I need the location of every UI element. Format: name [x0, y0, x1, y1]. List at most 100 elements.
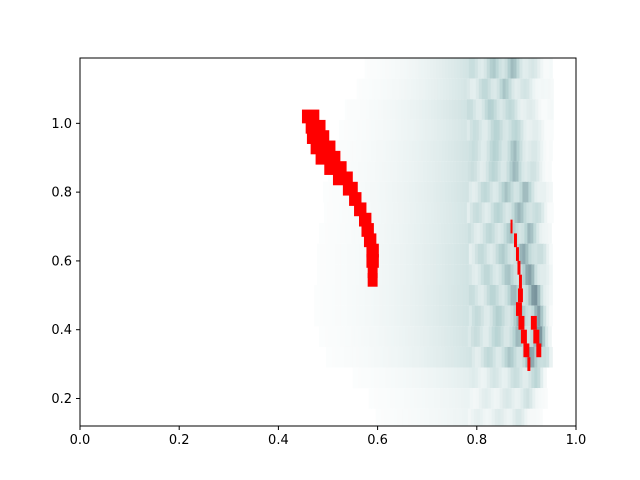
- density-cell: [430, 367, 434, 389]
- density-cell: [346, 264, 351, 285]
- density-cell: [392, 119, 397, 141]
- density-cell: [368, 99, 373, 120]
- density-cell: [426, 326, 430, 347]
- density-cell: [397, 243, 402, 265]
- density-cell: [379, 243, 384, 265]
- density-cell: [489, 264, 494, 285]
- density-cell: [448, 243, 452, 265]
- density-cell: [544, 78, 548, 100]
- density-cell: [497, 326, 502, 347]
- density-cell: [328, 243, 333, 265]
- density-cell: [534, 367, 538, 389]
- density-cell: [425, 202, 429, 224]
- density-cell: [459, 58, 464, 79]
- density-cell: [409, 346, 413, 368]
- density-cell: [365, 202, 370, 224]
- density-cell: [397, 284, 402, 306]
- density-cell: [502, 388, 507, 409]
- density-cell: [451, 264, 455, 285]
- density-cell: [467, 326, 472, 347]
- density-cell: [472, 119, 477, 141]
- density-cell: [470, 161, 475, 182]
- density-cell: [529, 99, 533, 120]
- density-cell: [527, 223, 531, 244]
- density-cell: [403, 346, 407, 368]
- density-cell: [387, 408, 392, 426]
- density-cell: [543, 305, 547, 327]
- x-tick-label: 0.2: [169, 433, 190, 448]
- density-cell: [466, 119, 471, 141]
- density-cell: [397, 346, 402, 368]
- density-cell: [404, 388, 408, 409]
- left-highlight-cell: [301, 109, 320, 124]
- density-cell: [442, 346, 446, 368]
- density-cell: [478, 388, 483, 409]
- density-cell: [340, 140, 345, 162]
- density-cell: [355, 284, 360, 306]
- right-highlight-cell: [514, 233, 517, 248]
- density-cell: [391, 181, 396, 203]
- density-cell: [534, 284, 538, 306]
- density-cell: [486, 305, 491, 327]
- density-cell: [537, 284, 541, 306]
- density-cell: [374, 78, 379, 100]
- density-cell: [392, 99, 397, 120]
- density-cell: [527, 326, 531, 347]
- density-cell: [459, 367, 464, 389]
- density-cell: [544, 99, 548, 120]
- density-cell: [390, 223, 395, 244]
- density-cell: [484, 99, 489, 120]
- density-cell: [537, 264, 541, 285]
- density-cell: [403, 181, 407, 203]
- density-cell: [524, 161, 528, 182]
- density-cell: [493, 202, 498, 224]
- density-cell: [397, 58, 402, 79]
- density-cell: [324, 202, 328, 224]
- density-cell: [438, 161, 442, 182]
- density-cell: [541, 388, 545, 409]
- density-cell: [450, 326, 454, 347]
- density-cell: [436, 264, 440, 285]
- density-cell: [427, 305, 431, 327]
- density-cell: [445, 264, 449, 285]
- density-cell: [504, 243, 509, 265]
- density-cell: [509, 326, 514, 347]
- density-cell: [445, 284, 449, 306]
- density-cell: [412, 58, 416, 79]
- density-cell: [492, 346, 497, 368]
- density-cell: [421, 284, 425, 306]
- density-cell: [441, 408, 445, 426]
- density-cell: [531, 367, 535, 389]
- density-cell: [430, 264, 434, 285]
- density-cell: [394, 367, 399, 389]
- density-cell: [412, 243, 416, 265]
- density-cell: [467, 223, 472, 244]
- density-cell: [478, 202, 483, 224]
- density-cell: [405, 223, 409, 244]
- density-cell: [409, 140, 413, 162]
- density-cell: [386, 119, 391, 141]
- density-cell: [377, 119, 382, 141]
- density-cell: [341, 202, 346, 224]
- y-tick-label: 0.8: [51, 186, 72, 201]
- density-cell: [532, 99, 536, 120]
- density-cell: [442, 181, 446, 203]
- density-cell: [418, 305, 422, 327]
- density-cell: [422, 202, 426, 224]
- density-cell: [546, 346, 550, 368]
- density-cell: [440, 99, 444, 120]
- density-cell: [373, 346, 378, 368]
- density-cell: [443, 99, 447, 120]
- density-cell: [446, 99, 450, 120]
- highlight-layer: [301, 109, 542, 371]
- density-cell: [485, 408, 490, 426]
- density-cell: [487, 119, 492, 141]
- density-cell: [505, 388, 510, 409]
- x-tick-label: 0.8: [466, 433, 487, 448]
- density-cell: [436, 140, 440, 162]
- density-cell: [359, 99, 364, 120]
- density-cell: [407, 388, 411, 409]
- density-cell: [400, 367, 404, 389]
- density-cell: [352, 140, 357, 162]
- density-cell: [487, 78, 492, 100]
